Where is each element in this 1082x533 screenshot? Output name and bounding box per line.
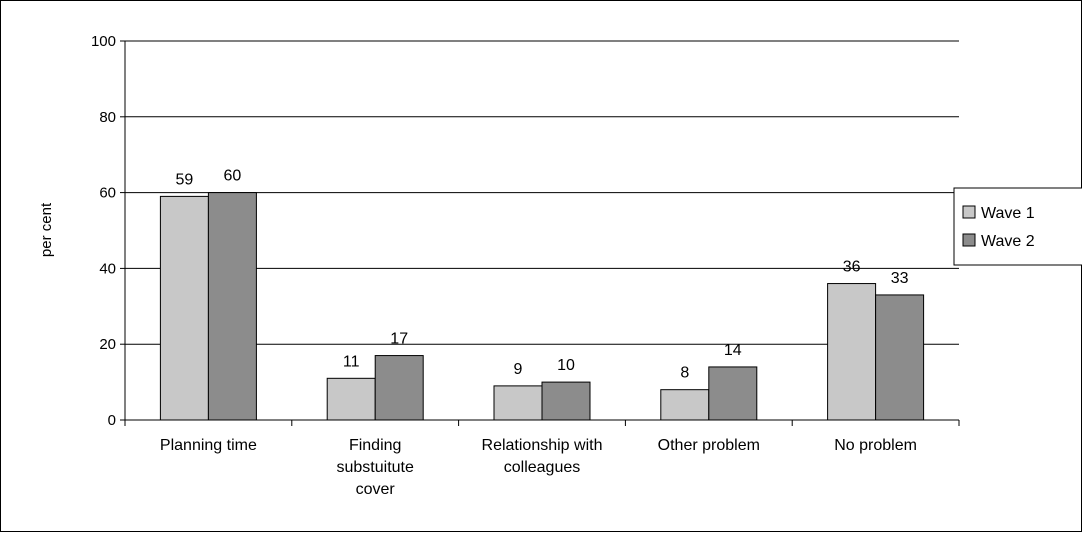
data-label: 36: [843, 259, 861, 276]
bars: [159, 192, 925, 421]
y-tick-label: 40: [99, 260, 116, 277]
y-tick-label: 20: [99, 336, 116, 353]
gridlines: [125, 40, 959, 345]
data-label: 9: [514, 361, 523, 378]
data-label: 8: [680, 365, 689, 382]
data-label: 10: [557, 357, 575, 374]
x-category-label: Other problem: [658, 437, 760, 454]
legend-label: Wave 1: [981, 205, 1035, 222]
x-category-label: substuitute: [337, 459, 414, 476]
x-category-label: No problem: [834, 437, 917, 454]
data-label: 60: [224, 168, 242, 185]
legend: Wave 1 Wave 2: [953, 187, 1082, 266]
axes: 0 20 40 60 80 100 Planning time Finding substuit…: [91, 33, 960, 498]
bar-wave-2: [207, 192, 257, 421]
bar-wave-1: [326, 377, 376, 421]
data-label: 17: [390, 331, 408, 348]
y-axis-title: per cent: [38, 202, 55, 257]
x-category-label: cover: [356, 481, 396, 498]
bar-wave-1: [660, 389, 710, 421]
legend-label: Wave 2: [981, 233, 1035, 250]
data-label: 14: [724, 342, 742, 359]
legend-swatch: [962, 233, 976, 247]
bar-wave-1: [159, 195, 209, 421]
legend-swatch: [962, 205, 976, 219]
bar-wave-2: [541, 381, 591, 421]
y-tick-label: 0: [108, 412, 116, 429]
data-label: 59: [176, 171, 194, 188]
data-labels: 59 60 11 17 9 10 8 14 36 33: [176, 168, 909, 382]
data-label: 33: [891, 270, 909, 287]
y-tick-label: 60: [99, 185, 116, 202]
bar-wave-1: [827, 283, 877, 421]
x-category-label: Finding: [349, 437, 401, 454]
bar-wave-1: [493, 385, 543, 421]
y-tick-label: 100: [91, 33, 116, 50]
x-category-label: Relationship with: [482, 437, 603, 454]
y-tick-label: 80: [99, 109, 116, 126]
legend-box: [953, 187, 1082, 266]
x-category-label: colleagues: [504, 459, 581, 476]
bar-wave-2: [875, 294, 925, 421]
data-label: 11: [343, 353, 360, 370]
bar-wave-2: [708, 366, 758, 421]
bar-wave-2: [374, 355, 424, 421]
x-category-label: Planning time: [160, 437, 257, 454]
